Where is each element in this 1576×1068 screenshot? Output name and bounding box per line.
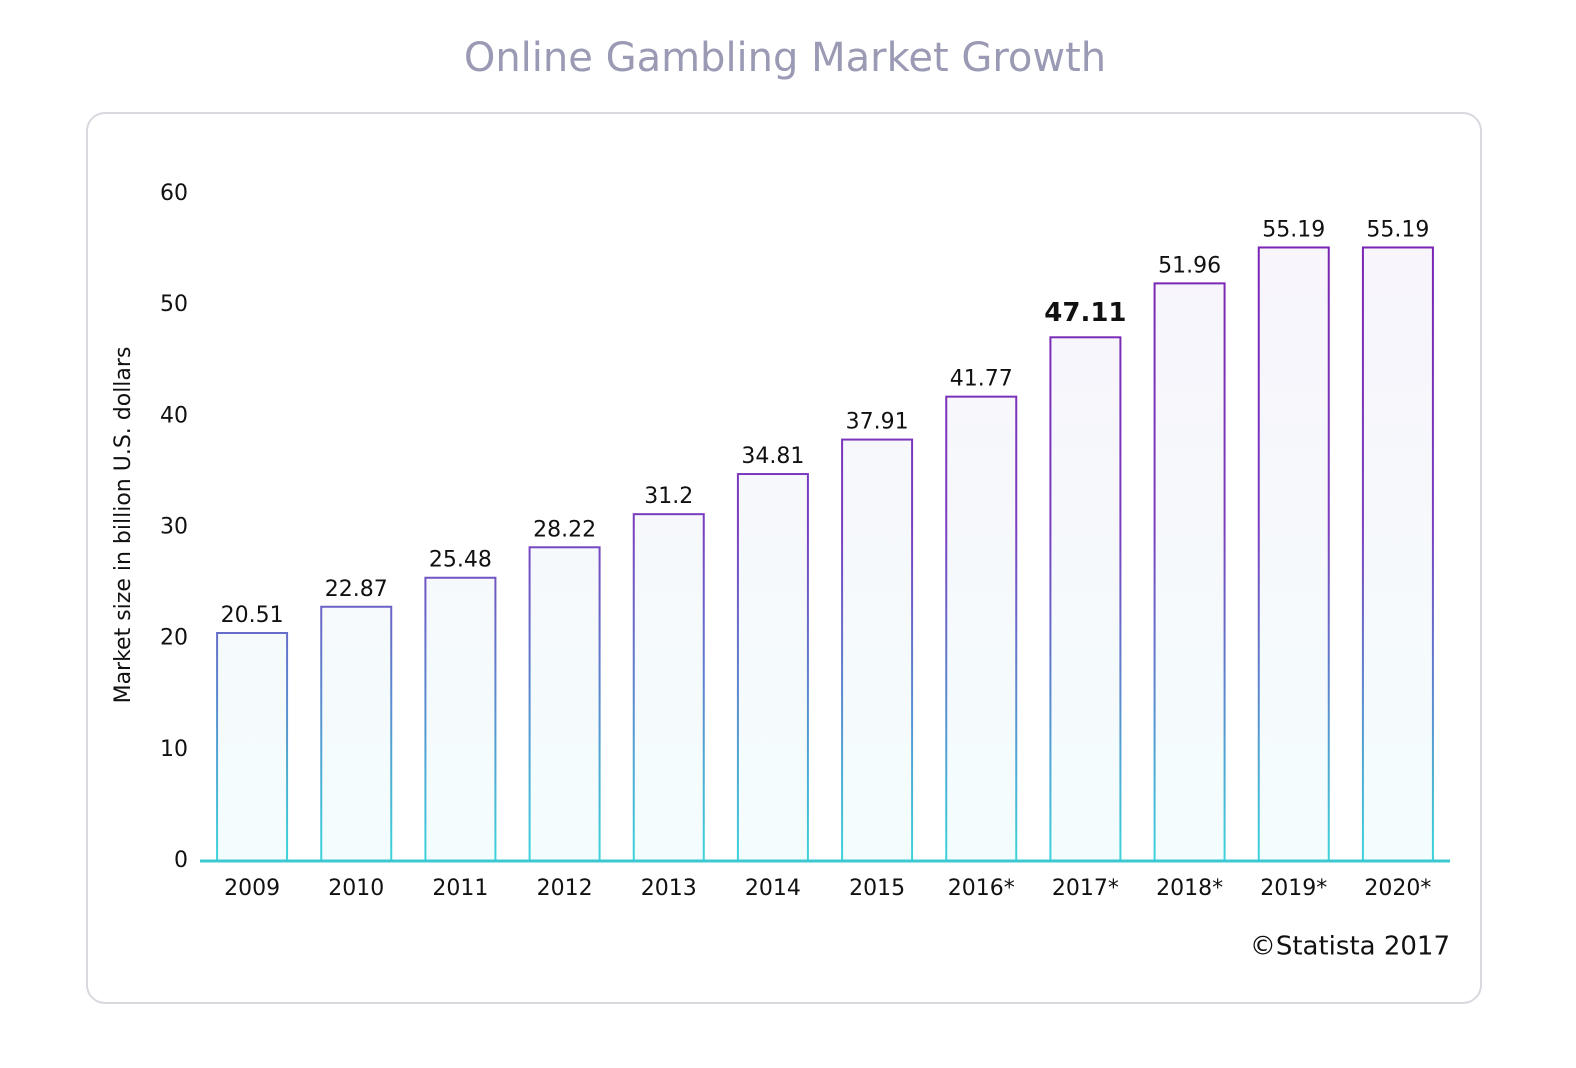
value-label: 28.22 [533, 517, 596, 542]
bar [528, 546, 601, 862]
x-tick-label: 2017* [1052, 876, 1119, 901]
bar [632, 513, 705, 862]
x-tick-label: 2018* [1156, 876, 1223, 901]
x-tick-label: 2016* [948, 876, 1015, 901]
y-tick-label: 20 [160, 626, 188, 651]
x-tick-label: 2011 [432, 876, 488, 901]
value-label: 47.11 [1044, 298, 1126, 328]
x-tick-label: 2014 [745, 876, 801, 901]
x-tick-label: 2019* [1260, 876, 1327, 901]
value-label: 34.81 [741, 444, 804, 469]
x-tick-label: 2020* [1364, 876, 1431, 901]
value-label: 41.77 [950, 367, 1013, 392]
value-label: 55.19 [1366, 217, 1429, 242]
value-label: 25.48 [429, 548, 492, 573]
x-tick-label: 2012 [537, 876, 593, 901]
bar [1049, 336, 1122, 862]
x-tick-label: 2013 [641, 876, 697, 901]
y-tick-label: 0 [174, 848, 188, 873]
value-label: 22.87 [325, 577, 388, 602]
bar [216, 631, 289, 863]
x-tick-label: 2010 [328, 876, 384, 901]
bar [736, 473, 809, 862]
y-axis-label: Market size in billion U.S. dollars [111, 347, 136, 704]
bar [841, 438, 914, 862]
chart-title: Online Gambling Market Growth [464, 35, 1106, 81]
x-tick-label: 2015 [849, 876, 905, 901]
bar [1153, 282, 1226, 862]
value-label: 37.91 [846, 410, 909, 435]
value-label: 51.96 [1158, 253, 1221, 278]
bar [320, 605, 393, 862]
bar [424, 576, 497, 862]
y-tick-label: 40 [160, 403, 188, 428]
value-label: 31.2 [644, 484, 693, 509]
y-tick-label: 60 [160, 181, 188, 206]
value-label: 20.51 [221, 603, 284, 628]
credit: ©Statista 2017 [1250, 932, 1450, 962]
bar [1361, 246, 1434, 862]
y-tick-label: 50 [160, 292, 188, 317]
value-label: 55.19 [1262, 217, 1325, 242]
y-tick-label: 10 [160, 737, 188, 762]
x-tick-label: 2009 [224, 876, 280, 901]
bar [1257, 246, 1330, 862]
bar [945, 395, 1018, 862]
y-tick-label: 30 [160, 515, 188, 540]
